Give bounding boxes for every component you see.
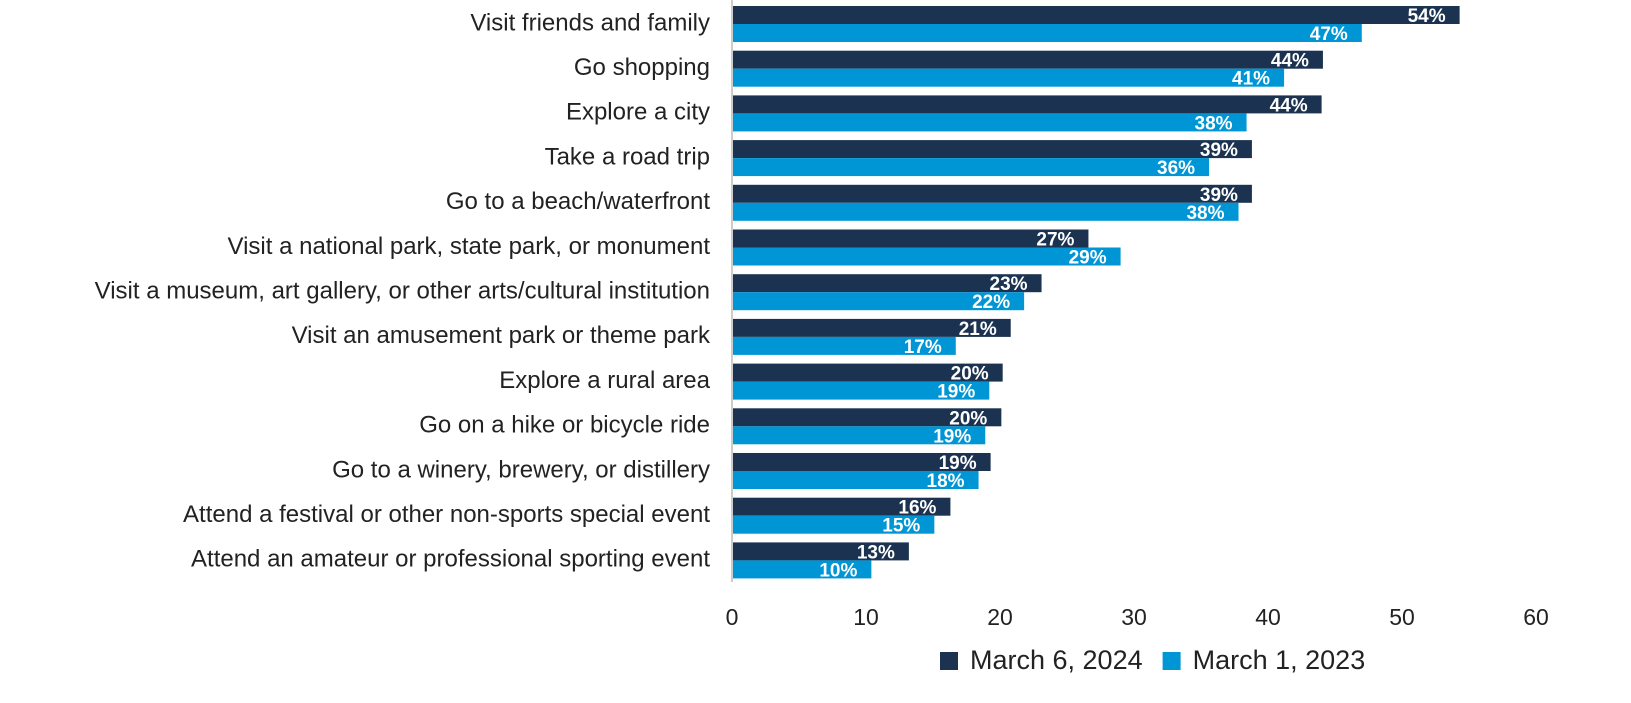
bar xyxy=(732,336,956,355)
value-label: 19% xyxy=(933,426,971,447)
value-label: 41% xyxy=(1232,69,1270,90)
x-tick-label: 30 xyxy=(1121,604,1147,630)
bar xyxy=(732,318,1011,337)
x-tick-label: 0 xyxy=(726,604,739,630)
x-tick-label: 40 xyxy=(1255,604,1281,630)
category-label: Go to a winery, brewery, or distillery xyxy=(332,456,710,483)
bar xyxy=(732,497,951,516)
bar xyxy=(732,6,1460,24)
x-tick-label: 10 xyxy=(853,604,879,630)
category-label: Visit a national park, state park, or mo… xyxy=(228,233,711,260)
bar xyxy=(732,408,1002,427)
bar xyxy=(732,140,1252,159)
value-label: 38% xyxy=(1195,113,1233,134)
category-label: Visit friends and family xyxy=(470,9,710,36)
bar xyxy=(732,24,1362,42)
value-label: 54% xyxy=(1408,6,1446,27)
bar xyxy=(732,560,872,579)
category-label: Take a road trip xyxy=(545,143,710,170)
bar xyxy=(732,247,1121,266)
value-label: 23% xyxy=(990,274,1028,295)
bar xyxy=(732,184,1252,203)
value-label: 20% xyxy=(949,408,987,429)
legend-label: March 6, 2024 xyxy=(970,645,1143,675)
category-label: Explore a rural area xyxy=(499,367,710,394)
value-label: 39% xyxy=(1200,185,1238,206)
value-label: 15% xyxy=(882,516,920,537)
bar xyxy=(732,202,1239,221)
legend-swatch xyxy=(940,652,958,670)
value-label: 27% xyxy=(1036,230,1074,251)
bar xyxy=(732,68,1285,87)
bar xyxy=(732,95,1322,114)
bar xyxy=(732,274,1042,293)
value-label: 36% xyxy=(1157,158,1195,179)
legend-swatch xyxy=(1162,652,1181,670)
category-label: Go on a hike or bicycle ride xyxy=(419,412,710,439)
value-label: 39% xyxy=(1200,140,1238,161)
x-tick-label: 50 xyxy=(1389,604,1415,630)
value-label: 22% xyxy=(972,292,1010,313)
category-label: Go to a beach/waterfront xyxy=(446,188,710,215)
bar xyxy=(732,453,991,471)
value-label: 13% xyxy=(857,542,895,563)
value-label: 44% xyxy=(1271,51,1309,72)
bar xyxy=(732,381,990,400)
bar xyxy=(732,158,1210,177)
value-label: 38% xyxy=(1186,203,1224,224)
bar xyxy=(732,292,1025,311)
value-label: 17% xyxy=(904,337,942,358)
bar xyxy=(732,113,1247,132)
value-label: 19% xyxy=(939,453,977,474)
value-label: 44% xyxy=(1270,95,1308,116)
x-tick-label: 60 xyxy=(1523,604,1549,630)
legend-label: March 1, 2023 xyxy=(1193,645,1366,675)
category-label: Attend an amateur or professional sporti… xyxy=(191,546,710,573)
x-tick-label: 20 xyxy=(987,604,1013,630)
bar xyxy=(732,515,935,534)
value-label: 20% xyxy=(951,364,989,385)
category-label: Attend a festival or other non-sports sp… xyxy=(183,501,710,528)
value-label: 10% xyxy=(819,560,857,581)
value-label: 19% xyxy=(937,382,975,403)
value-label: 29% xyxy=(1069,248,1107,269)
category-label: Explore a city xyxy=(566,99,710,126)
bar xyxy=(732,471,979,489)
bar xyxy=(732,50,1323,69)
value-label: 47% xyxy=(1310,24,1348,45)
category-label: Visit an amusement park or theme park xyxy=(292,322,711,349)
value-label: 21% xyxy=(959,319,997,340)
value-label: 18% xyxy=(927,471,965,492)
bar xyxy=(732,542,909,561)
bar xyxy=(732,363,1003,382)
category-label: Go shopping xyxy=(574,54,710,81)
bar xyxy=(732,426,986,445)
bar xyxy=(732,229,1089,248)
value-label: 16% xyxy=(898,498,936,519)
category-label: Visit a museum, art gallery, or other ar… xyxy=(95,278,710,305)
